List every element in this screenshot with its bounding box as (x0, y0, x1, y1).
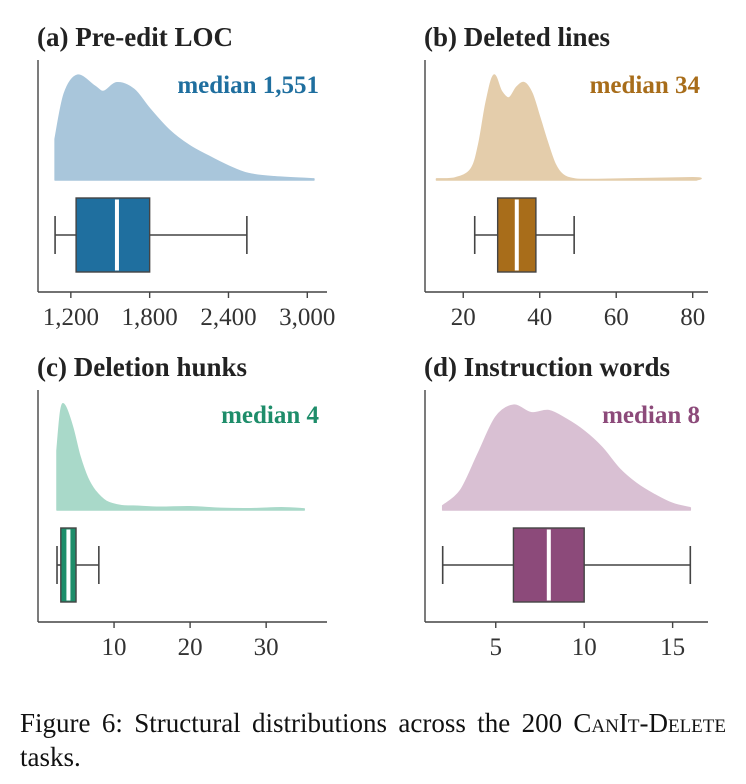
caption-suffix: tasks. (20, 742, 81, 772)
x-tick-label: 3,000 (279, 304, 335, 331)
caption-prefix: Figure 6: Structural distributions acros… (20, 708, 574, 738)
figure-panels: (a) Pre-edit LOC median 1,551 1,200 1,800 2,… (37, 22, 708, 661)
x-tick-label: 5 (490, 634, 503, 661)
median-annotation: median 1,551 (177, 72, 319, 99)
x-tick-label: 1,800 (122, 304, 178, 331)
x-tick-label: 30 (254, 634, 279, 661)
x-tick-label: 15 (660, 634, 685, 661)
x-tick-label: 2,400 (200, 304, 256, 331)
panel-3: (c) Deletion hunks median 4 10 20 30 (37, 352, 327, 661)
x-tick-label: 10 (102, 634, 127, 661)
x-tick-label: 20 (178, 634, 203, 661)
density-shape (441, 404, 692, 511)
density-shape (435, 74, 702, 181)
panel-title: (a) Pre-edit LOC (37, 22, 233, 52)
panel-2: (b) Deleted lines median 34 20 40 60 80 (424, 22, 708, 331)
density-shape (54, 74, 315, 181)
median-annotation: median 4 (221, 402, 319, 429)
density-shape (56, 403, 305, 511)
iqr-box (75, 197, 151, 273)
panel-title: (b) Deleted lines (424, 22, 610, 52)
panel-4: (d) Instruction words median 8 5 10 15 (424, 352, 708, 661)
x-tick-label: 40 (527, 304, 552, 331)
median-annotation: median 34 (590, 72, 701, 99)
x-tick-label: 1,200 (43, 304, 99, 331)
x-tick-label: 10 (572, 634, 597, 661)
caption-smallcaps: CanIt-Delete (573, 708, 726, 738)
x-tick-label: 20 (451, 304, 476, 331)
panel-title: (d) Instruction words (424, 352, 670, 382)
x-tick-label: 60 (604, 304, 629, 331)
median-annotation: median 8 (602, 402, 700, 429)
panel-title: (c) Deletion hunks (37, 352, 247, 382)
x-tick-label: 80 (680, 304, 705, 331)
figure-caption: Figure 6: Structural distributions acros… (20, 706, 726, 774)
panel-1: (a) Pre-edit LOC median 1,551 1,200 1,800 2,… (37, 22, 335, 331)
